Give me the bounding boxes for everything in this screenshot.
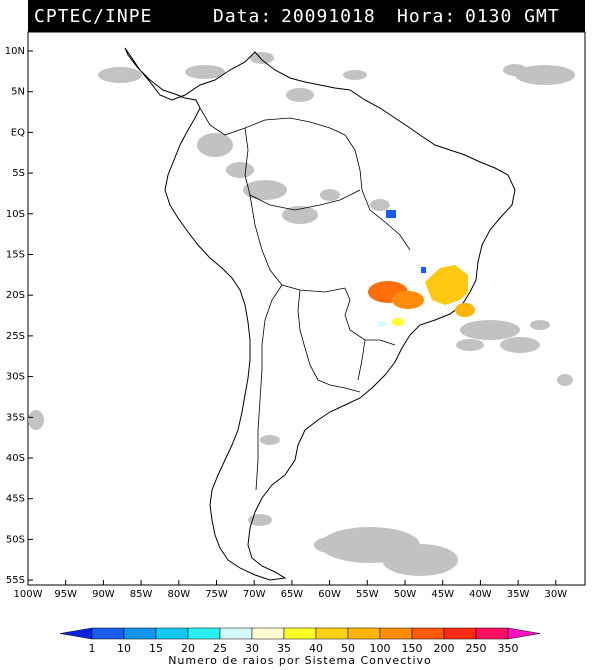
longitude-axis: 100W 95W 90W 85W 80W 75W 70W 65W 60W 55W 50W 45W 40W… <box>14 580 567 600</box>
legend-tick-label: 1 <box>89 642 96 655</box>
legend-swatch <box>411 627 445 640</box>
storm-cell-orange-mid <box>392 291 424 309</box>
legend-swatch <box>443 627 477 640</box>
lon-label: 35W <box>507 589 530 600</box>
lon-label: 30W <box>544 589 567 600</box>
lon-label: 95W <box>54 589 77 600</box>
lon-label: 90W <box>92 589 115 600</box>
legend-tick-label: 350 <box>498 642 519 655</box>
legend-swatch <box>315 627 349 640</box>
legend-tick-label: 30 <box>245 642 259 655</box>
lat-label: 25S <box>6 331 25 342</box>
lat-label: 10S <box>6 209 25 220</box>
storm-cell-yellow-east <box>425 265 468 305</box>
legend-tick-label: 100 <box>370 642 391 655</box>
storm-cell-cyan-small <box>378 321 386 327</box>
lat-label: 10N <box>5 46 25 57</box>
lat-label: 5N <box>11 87 25 98</box>
legend-swatch <box>347 627 381 640</box>
lon-label: 85W <box>130 589 153 600</box>
lon-label: 55W <box>356 589 379 600</box>
latitude-axis: 10N 5N EQ 5S 10S 15S 20S 25S 30S 35S 40S 45S 50S 55S <box>5 46 33 586</box>
lat-label: 55S <box>6 575 25 586</box>
legend-swatch <box>283 627 317 640</box>
legend-tick-label: 15 <box>149 642 163 655</box>
lon-label: 70W <box>243 589 266 600</box>
legend-tick-label: 250 <box>466 642 487 655</box>
legend-swatch <box>379 627 413 640</box>
lon-label: 40W <box>469 589 492 600</box>
time-label: Hora: <box>397 6 457 27</box>
storm-cell-blue-north <box>386 210 396 218</box>
lat-label: 15S <box>6 250 25 261</box>
date-label: Data: <box>213 6 273 27</box>
legend-tick-label: 20 <box>181 642 195 655</box>
legend-title: Numero de raios por Sistema Convectivo <box>168 654 432 667</box>
legend-swatch <box>219 627 253 640</box>
legend-swatch <box>475 627 509 640</box>
title-bar: CPTEC/INPE Data: 20091018 Hora: 0130 GMT <box>28 0 585 32</box>
time-value: 0130 GMT <box>465 6 560 27</box>
storm-cell-yellow-small <box>392 318 404 326</box>
legend-swatch <box>59 627 93 640</box>
legend-swatch <box>507 627 541 640</box>
lon-label: 65W <box>281 589 304 600</box>
legend-tick-label: 150 <box>402 642 423 655</box>
lon-label: 75W <box>205 589 228 600</box>
storm-cell-yellow-coast <box>455 303 475 317</box>
lon-label: 80W <box>167 589 190 600</box>
lat-label: 35S <box>6 412 25 423</box>
lon-label: 60W <box>318 589 341 600</box>
legend-tick-label: 35 <box>277 642 291 655</box>
legend-colorbar <box>59 627 541 640</box>
lat-label: 45S <box>6 494 25 505</box>
legend-tick-label: 200 <box>434 642 455 655</box>
convective-systems <box>368 210 475 327</box>
lat-label: 40S <box>6 453 25 464</box>
lat-label: 30S <box>6 372 25 383</box>
legend-tick-labels: 1 10 15 20 25 30 35 40 50 100 150 200 250 350 <box>89 642 519 655</box>
cloud-cover <box>28 52 575 576</box>
date-value: 20091018 <box>281 6 376 27</box>
legend-swatch <box>251 627 285 640</box>
legend-tick-label: 50 <box>341 642 355 655</box>
lat-label: 20S <box>6 290 25 301</box>
storm-cell-blue-small <box>421 267 426 273</box>
legend-tick-label: 10 <box>117 642 131 655</box>
legend-swatch <box>123 627 157 640</box>
map-frame <box>27 31 586 586</box>
lat-label: EQ <box>11 127 25 138</box>
lat-label: 5S <box>12 168 25 179</box>
continent-outline <box>124 47 516 581</box>
legend-tick-label: 40 <box>309 642 323 655</box>
lon-label: 45W <box>431 589 454 600</box>
lon-label: 50W <box>394 589 417 600</box>
source-label: CPTEC/INPE <box>34 6 153 27</box>
country-borders <box>199 107 411 491</box>
legend-swatch <box>91 627 125 640</box>
legend-swatch <box>187 627 221 640</box>
legend-tick-label: 25 <box>213 642 227 655</box>
legend-swatch <box>155 627 189 640</box>
lat-label: 50S <box>6 534 25 545</box>
lon-label: 100W <box>14 589 43 600</box>
